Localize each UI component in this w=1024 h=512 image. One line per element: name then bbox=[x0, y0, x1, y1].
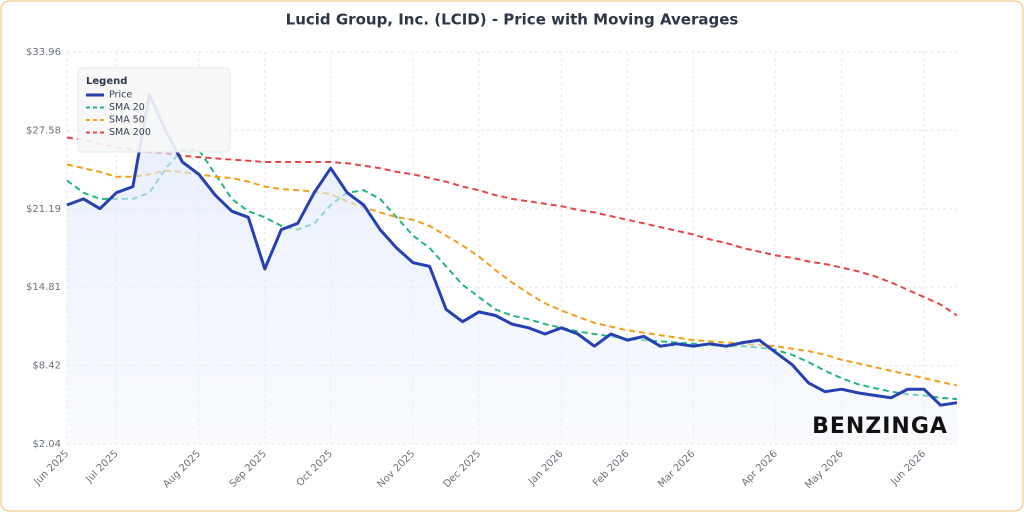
series-line bbox=[66, 163, 958, 387]
y-tick-label: $21.19 bbox=[26, 204, 61, 215]
legend-label: Price bbox=[109, 90, 132, 101]
series-line bbox=[66, 136, 958, 317]
chart-title: Lucid Group, Inc. (LCID) - Price with Mo… bbox=[286, 11, 739, 29]
legend-title: Legend bbox=[86, 76, 127, 87]
y-tick-label: $2.04 bbox=[32, 439, 61, 450]
series-line bbox=[66, 148, 958, 401]
series-line bbox=[66, 93, 958, 407]
legend-box bbox=[77, 67, 231, 153]
y-tick-label: $33.96 bbox=[26, 47, 61, 58]
legend-label: SMA 50 bbox=[109, 115, 145, 126]
y-tick-label: $8.42 bbox=[32, 361, 61, 372]
y-tick-label: $14.81 bbox=[26, 282, 61, 293]
price-area bbox=[67, 94, 957, 444]
y-tick-label: $27.58 bbox=[26, 125, 61, 136]
legend-label: SMA 20 bbox=[109, 102, 145, 113]
watermark: BENZINGA bbox=[812, 414, 948, 439]
legend-label: SMA 200 bbox=[109, 127, 151, 138]
